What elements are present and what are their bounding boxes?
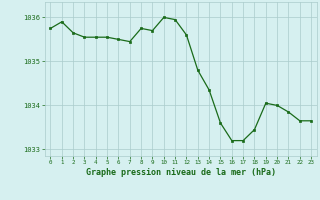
X-axis label: Graphe pression niveau de la mer (hPa): Graphe pression niveau de la mer (hPa)	[86, 168, 276, 177]
